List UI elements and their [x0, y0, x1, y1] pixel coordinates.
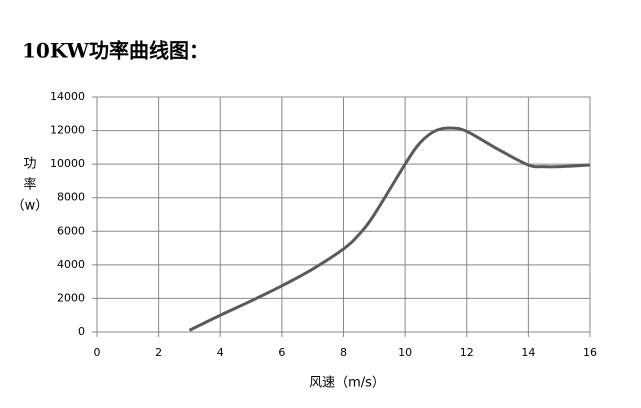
y-axis-title: 功: [23, 157, 36, 172]
x-tick-label: 0: [94, 346, 101, 359]
line-series: [188, 126, 591, 332]
y-tick-label: 14000: [50, 90, 85, 103]
x-tick-label: 12: [460, 346, 474, 359]
x-tick-label: 2: [155, 346, 162, 359]
x-tick-label: 16: [583, 346, 597, 359]
x-axis-title: 风速（m/s）: [309, 376, 385, 391]
y-axis-title: 率: [23, 177, 36, 193]
y-tick-label: 12000: [50, 124, 85, 137]
y-tick-label: 2000: [57, 291, 85, 304]
x-tick-label: 6: [278, 346, 285, 359]
y-tick-label: 10000: [50, 157, 85, 170]
y-tick-label: 6000: [57, 224, 85, 237]
y-tick-label: 0: [78, 325, 85, 338]
x-tick-label: 4: [217, 346, 224, 359]
x-tick-label: 10: [398, 346, 412, 359]
y-tick-label: 8000: [57, 191, 85, 204]
y-axis-title: （w）: [12, 199, 49, 214]
x-tick-label: 8: [340, 346, 347, 359]
chart-title: 10KW功率曲线图：: [22, 39, 209, 63]
plot-frame: [96, 96, 591, 333]
y-tick-label: 4000: [57, 258, 85, 271]
x-tick-label: 14: [521, 346, 535, 359]
